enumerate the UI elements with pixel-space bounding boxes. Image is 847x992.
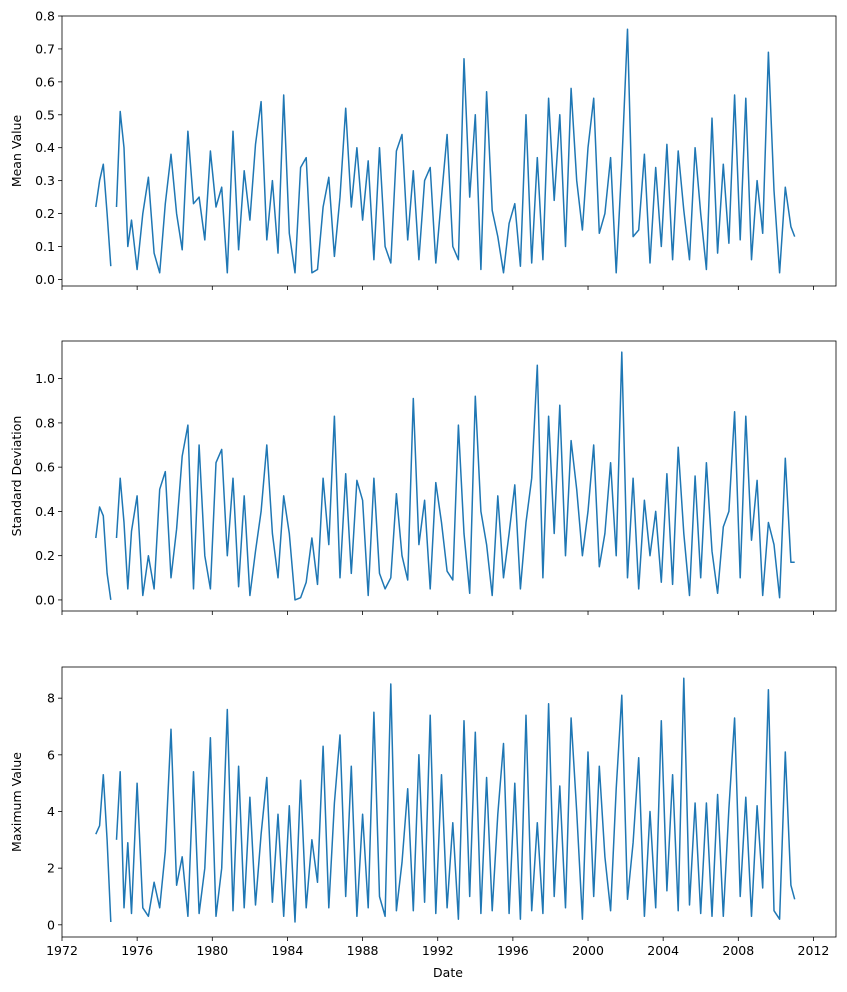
x-tick-label: 1984 <box>272 943 304 958</box>
series-line-1-segment-2 <box>115 677 796 923</box>
series-line-1-segment-1 <box>95 163 112 267</box>
y-tick-label: 0.4 <box>35 504 55 519</box>
x-tick-label: 1988 <box>347 943 379 958</box>
y-tick-label: 0.6 <box>35 74 55 89</box>
x-tick-label: 1980 <box>196 943 228 958</box>
y-tick-label: 0.1 <box>35 239 55 254</box>
y-tick-label: 1.0 <box>35 371 55 386</box>
y-axis-title: Mean Value <box>9 115 24 188</box>
x-tick-label: 1996 <box>497 943 529 958</box>
y-tick-label: 0.5 <box>35 107 55 122</box>
y-tick-label: 0.8 <box>35 415 55 430</box>
y-tick-label: 0 <box>47 917 55 932</box>
subplot-3: 0 2 4 6 8 1972 1976 1980 1984 1988 1992 1996 2000 200… <box>9 666 837 958</box>
x-tick-label: 1972 <box>46 943 78 958</box>
series-line-1-segment-2 <box>115 28 796 274</box>
x-axis-title: Date <box>433 965 463 980</box>
x-tick-label: 2012 <box>798 943 830 958</box>
axes-frame <box>61 15 837 287</box>
y-tick-label: 0.0 <box>35 272 55 287</box>
axes-frame <box>61 666 837 938</box>
x-tick-label: 1976 <box>121 943 153 958</box>
x-tick-label: 2008 <box>722 943 754 958</box>
series-line-1-segment-2 <box>115 351 795 601</box>
y-axis-title: Standard Deviation <box>9 416 24 537</box>
y-axis-title: Maximum Value <box>9 752 24 852</box>
y-tick-label: 0.2 <box>35 206 55 221</box>
y-tick-label: 4 <box>47 804 55 819</box>
y-tick-label: 0.4 <box>35 140 55 155</box>
x-tick-label: 2004 <box>647 943 679 958</box>
subplot-2: 0.0 0.2 0.4 0.6 0.8 1.0 Standard Deviation <box>9 340 837 615</box>
y-tick-label: 0.7 <box>35 41 55 56</box>
y-tick-label: 8 <box>47 691 55 706</box>
y-tick-label: 0.2 <box>35 548 55 563</box>
x-tick-label: 1992 <box>422 943 454 958</box>
y-tick-label: 0.8 <box>35 9 55 24</box>
y-tick-label: 0.6 <box>35 460 55 475</box>
axes-frame <box>61 340 837 612</box>
y-tick-label: 2 <box>47 861 55 876</box>
x-tick-label: 2000 <box>572 943 604 958</box>
y-tick-label: 0.3 <box>35 173 55 188</box>
series-line-1-segment-1 <box>95 773 112 923</box>
subplot-1: 0.0 0.1 0.2 0.3 0.4 0.5 0.6 0.7 0.8 Mean Value <box>9 9 837 290</box>
y-tick-label: 0.0 <box>35 592 55 607</box>
y-tick-label: 6 <box>47 747 55 762</box>
series-line-1-segment-1 <box>95 506 112 601</box>
